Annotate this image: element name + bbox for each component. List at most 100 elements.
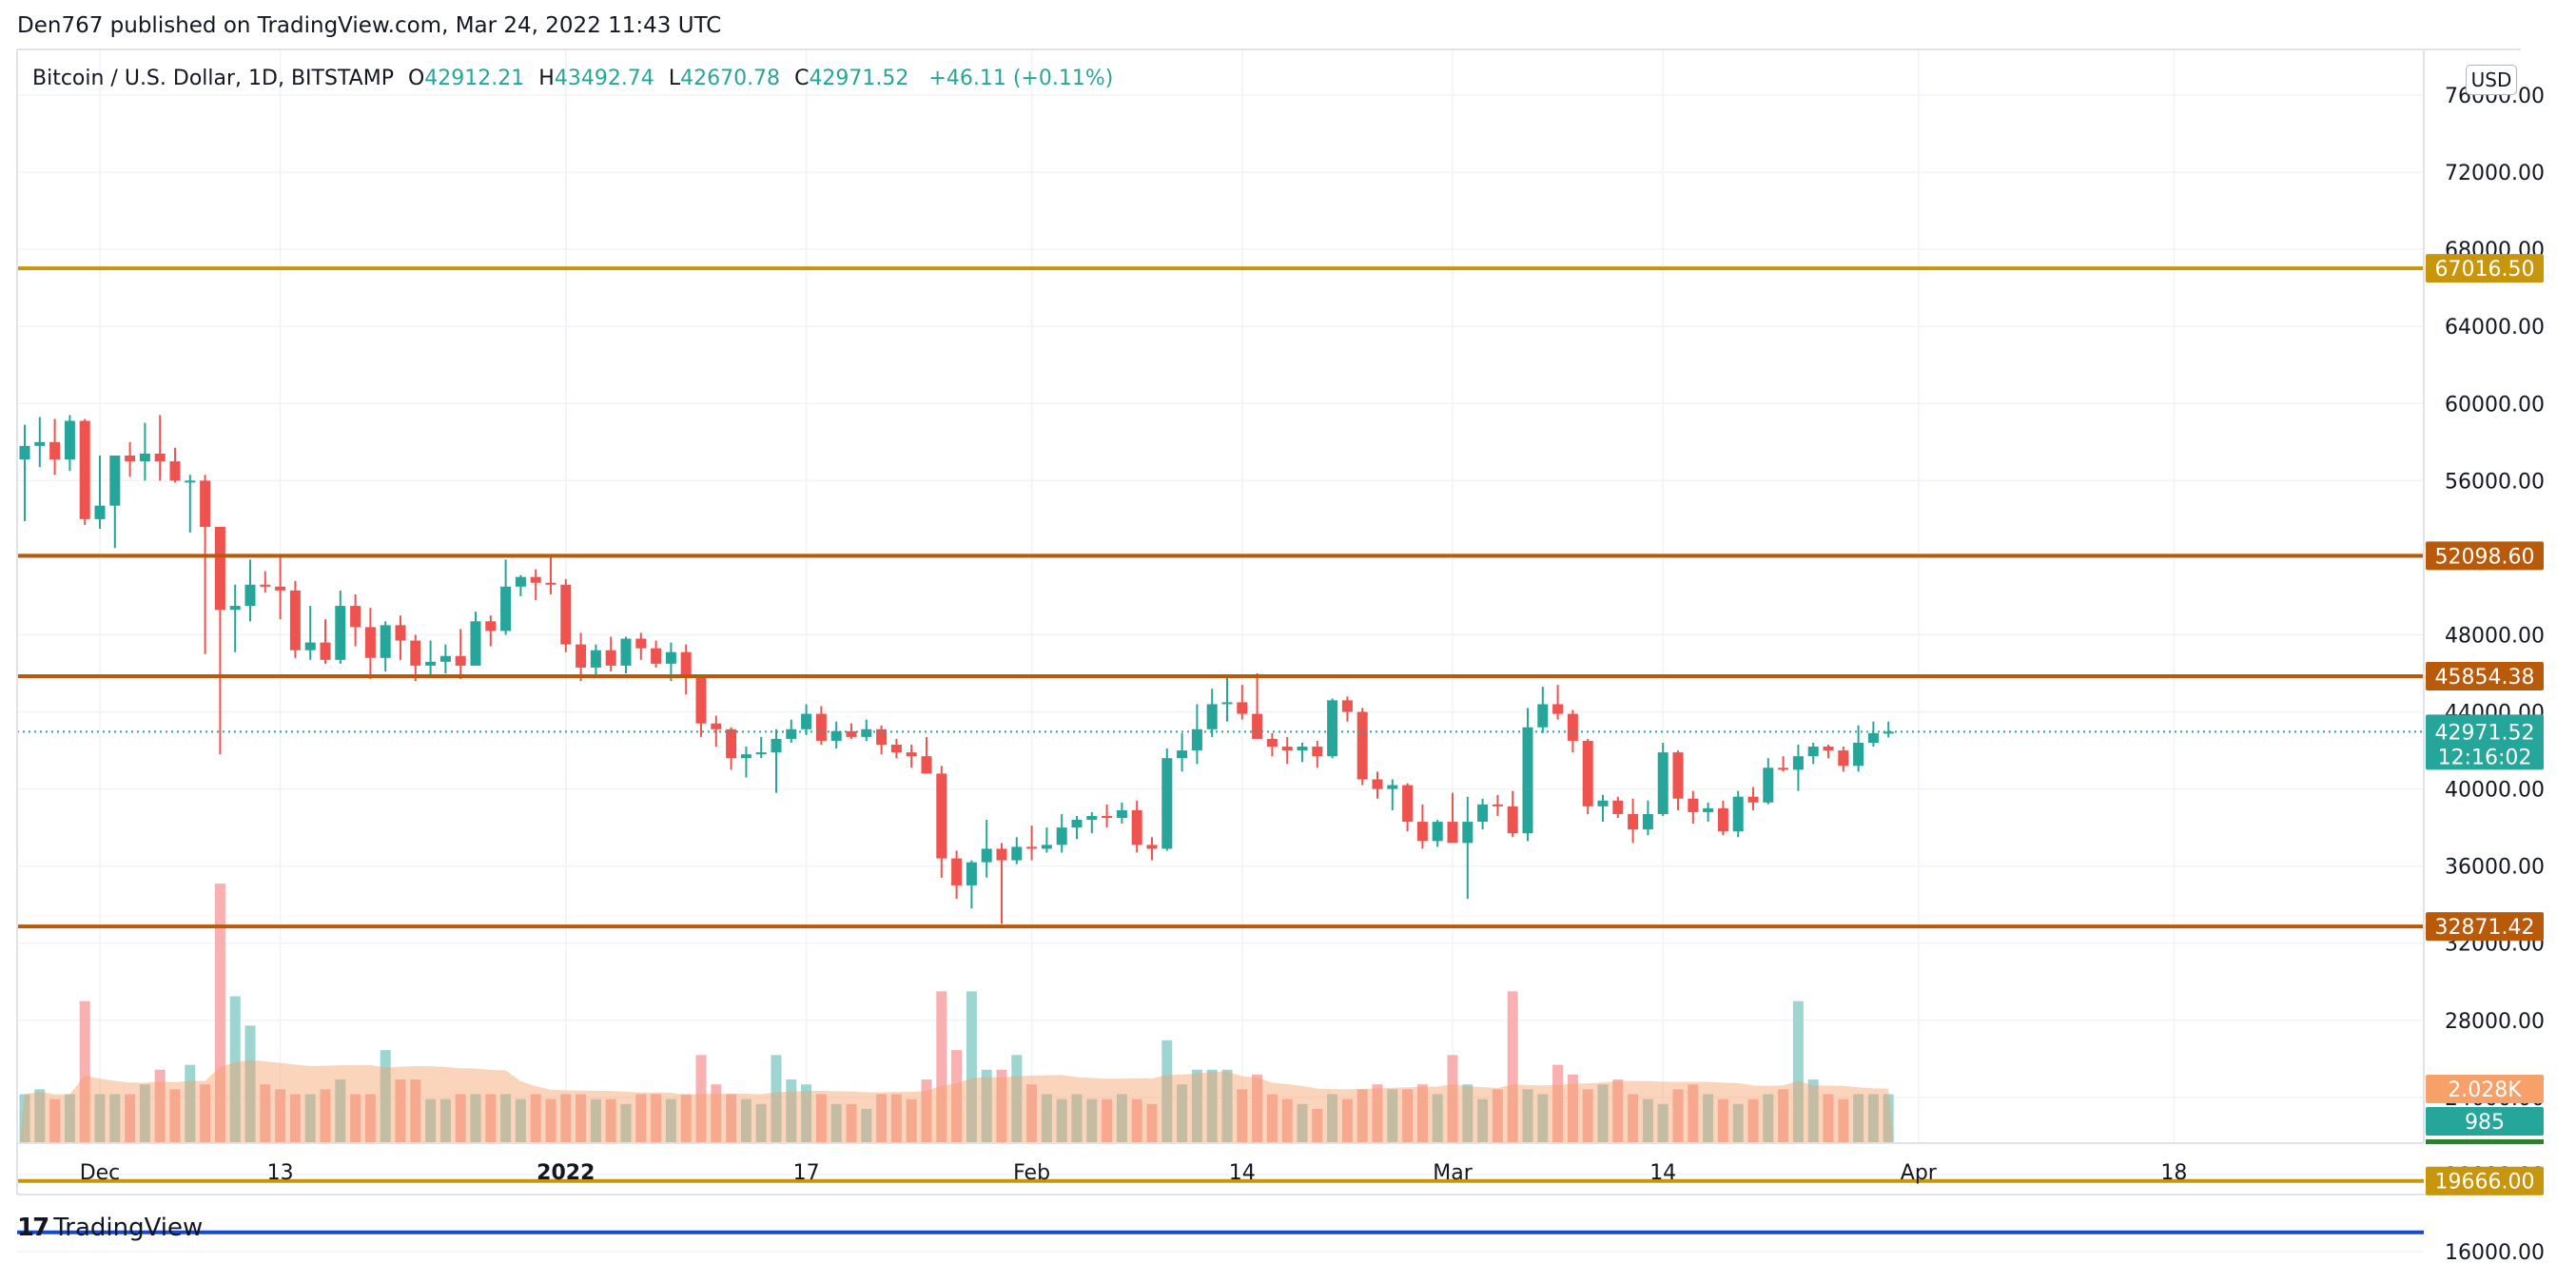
candle-body <box>620 638 632 666</box>
candle-body <box>740 754 751 759</box>
candle-body <box>1312 747 1323 757</box>
candle-body <box>19 445 30 460</box>
volume-bar <box>515 1098 526 1143</box>
volume-bar <box>1372 1084 1383 1143</box>
volume-bar <box>1792 1001 1804 1143</box>
volume-bar <box>1823 1094 1834 1143</box>
price-axis-label: 48000.00 <box>2445 624 2545 648</box>
candle-body <box>455 655 466 666</box>
volume-bar <box>680 1094 692 1143</box>
candle-body <box>1642 813 1653 830</box>
volume-bar <box>1402 1089 1414 1143</box>
candle-body <box>1116 809 1127 818</box>
time-axis-label: 13 <box>267 1161 294 1185</box>
volume-bar <box>711 1084 722 1143</box>
volume-bar <box>244 1025 256 1143</box>
candle-body <box>335 606 346 660</box>
candle-body <box>214 526 225 611</box>
volume-bar <box>1717 1098 1728 1143</box>
volume-bar <box>786 1079 797 1143</box>
volume-bar <box>951 1050 963 1143</box>
candle-body <box>635 638 647 649</box>
publisher-line: Den767 published on TradingView.com, Mar… <box>17 13 722 38</box>
candle-body <box>94 505 106 519</box>
candle-body <box>1792 756 1804 770</box>
level-price-tag: 19666.00 <box>2435 1171 2535 1195</box>
candle-body <box>275 586 286 591</box>
candle-body <box>1778 768 1789 770</box>
volume-bar <box>1507 991 1518 1143</box>
candle-body <box>1372 779 1383 789</box>
candle-body <box>951 858 963 885</box>
candle-body <box>755 752 767 755</box>
candle-body <box>1853 742 1864 767</box>
candle-body <box>1688 798 1699 812</box>
volume-bar <box>1131 1098 1142 1143</box>
candle-body <box>1146 845 1158 849</box>
volume-bar <box>605 1098 616 1143</box>
candle-body <box>786 729 797 739</box>
currency-button[interactable]: USD <box>2466 65 2517 95</box>
time-axis-label: Apr <box>1901 1161 1938 1185</box>
candle-body <box>109 455 121 506</box>
candle-body <box>801 713 812 729</box>
candle-body <box>1266 738 1278 748</box>
candle-body <box>1011 846 1023 861</box>
level-price-tag-bg <box>2426 1166 2544 1195</box>
candle-body <box>1177 750 1188 759</box>
candle-body <box>154 453 166 462</box>
time-axis-label: 2022 <box>537 1161 595 1185</box>
time-axis-label: Mar <box>1433 1161 1473 1185</box>
volume-bar <box>1237 1089 1248 1143</box>
candle-body <box>64 420 75 460</box>
open-value: 42912.21 <box>424 67 525 90</box>
candle-body <box>500 586 512 632</box>
volume-bar <box>1883 1094 1894 1143</box>
candle-body <box>1356 711 1368 780</box>
volume-bar <box>560 1094 572 1143</box>
volume-bar <box>1102 1098 1113 1143</box>
candle-body <box>1823 747 1834 751</box>
candle-body <box>680 651 692 678</box>
volume-bar <box>1747 1098 1759 1143</box>
level-price-tag-bg <box>2426 541 2544 571</box>
volume-ma-area <box>19 1059 1894 1143</box>
candle-body <box>1281 747 1293 751</box>
time-axis-label: Feb <box>1013 1161 1050 1185</box>
volume-bar <box>1327 1094 1338 1143</box>
volume-base-marker <box>2426 1139 2544 1144</box>
candle-body <box>1327 700 1338 757</box>
candle-body <box>470 621 481 666</box>
volume-bar <box>364 1094 376 1143</box>
volume-bar <box>1537 1094 1549 1143</box>
candle-body <box>830 730 842 741</box>
volume-bar <box>695 1055 707 1143</box>
candle-body <box>289 590 301 651</box>
candle-body <box>695 677 707 724</box>
candle-body <box>876 729 888 745</box>
volume-bar <box>64 1094 75 1143</box>
candle-body <box>169 461 181 481</box>
volume-bar <box>906 1098 917 1143</box>
volume-bar <box>1056 1098 1067 1143</box>
volume-bar <box>1387 1089 1398 1143</box>
volume-bar <box>214 884 225 1143</box>
candle-body <box>34 441 46 446</box>
high-value: 43492.74 <box>554 67 654 90</box>
volume-bar <box>94 1094 106 1143</box>
volume-ma-area <box>19 1059 1894 1143</box>
volume-bar <box>620 1103 632 1143</box>
candle-body <box>861 729 872 737</box>
candle-body <box>726 729 737 759</box>
candle-body <box>771 738 782 753</box>
candles <box>19 415 1894 924</box>
volume-bar <box>1688 1084 1699 1143</box>
high-label: H <box>538 67 555 90</box>
volume-bar <box>1312 1108 1323 1143</box>
candle-body <box>996 848 1007 861</box>
tradingview-logo[interactable]: 17 TradingView <box>17 1214 203 1242</box>
volume-bar <box>455 1094 466 1143</box>
candle-body <box>395 625 406 641</box>
volume-bar <box>1341 1098 1353 1143</box>
